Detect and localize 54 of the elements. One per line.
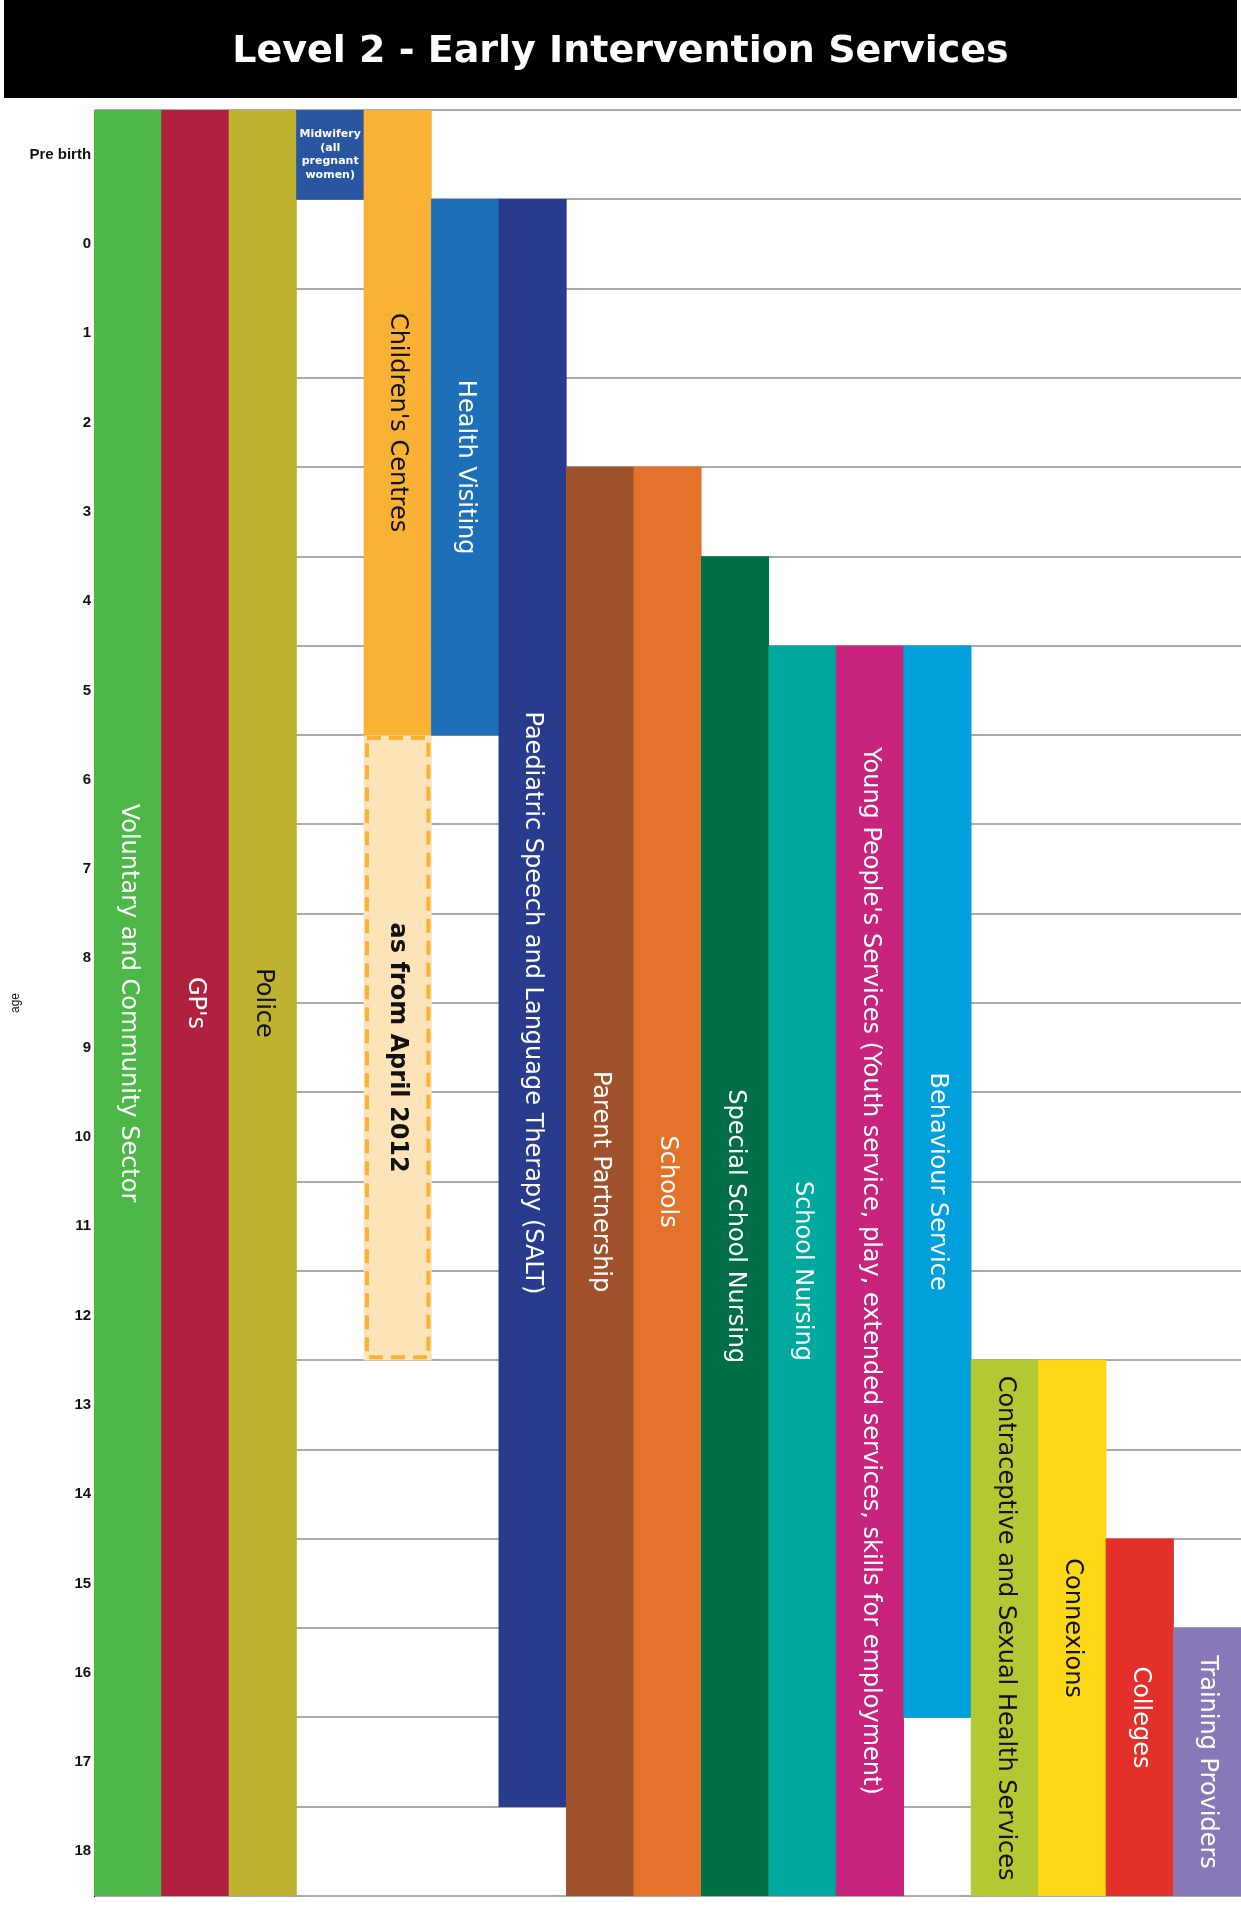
x-tick-label: Midwifery (all pregnant women) [299, 126, 361, 182]
chart-title: Level 2 - Early Intervention Services [4, 0, 1237, 98]
y-tick-label: 3 [82, 501, 92, 519]
bar [431, 198, 500, 736]
x-tick-label: Special School Nursing [722, 1089, 751, 1364]
x-tick-label: Contraceptive and Sexual Health Services [992, 1375, 1021, 1881]
y-tick-label: 6 [82, 769, 92, 787]
bar [700, 556, 770, 1896]
bar [1173, 1627, 1241, 1896]
x-tick-label: Parent Partnership [587, 1070, 616, 1293]
x-tick-label: Schools [655, 1135, 684, 1228]
y-tick-label: 10 [74, 1127, 92, 1145]
y-tick-label: 13 [74, 1394, 92, 1412]
y-tick-label: 2 [82, 412, 92, 430]
x-tick-label: Young People's Services (Youth service, play, extended services, skills for employment) [857, 746, 886, 1795]
y-tick-label: 18 [74, 1841, 92, 1859]
y-tick-label: 11 [75, 1216, 92, 1234]
y-tick-label: 5 [82, 680, 92, 698]
y-tick-label: 12 [74, 1305, 92, 1323]
x-tick-label: Colleges [1127, 1666, 1156, 1769]
x-tick-label: School Nursing [790, 1180, 819, 1361]
y-axis-title: age [7, 992, 22, 1014]
bar [498, 198, 567, 1808]
y-tick-label: 17 [74, 1752, 92, 1770]
x-tick-label: Paediatric Speech and Language Therapy (SALT) [520, 711, 549, 1295]
bar [903, 645, 972, 1718]
x-tick-label: Children's Centres [385, 312, 414, 533]
x-tick-label: Connexions [1060, 1558, 1089, 1698]
y-tick-label: 15 [74, 1573, 92, 1591]
y-tick-label: 0 [82, 234, 92, 252]
y-tick-label: 7 [82, 859, 92, 877]
bar [633, 466, 702, 1896]
bar [1105, 1538, 1174, 1896]
y-tick-label: 4 [82, 591, 92, 609]
bar [1038, 1359, 1107, 1896]
x-tick-label: Training Providers [1195, 1654, 1224, 1869]
x-tick-label: Voluntary and Community Sector [115, 803, 144, 1203]
y-tick-label: 8 [82, 948, 92, 966]
y-tick-label: 16 [74, 1662, 92, 1680]
x-tick-label: Police [250, 968, 279, 1038]
y-tick-label: Pre birth [29, 144, 92, 162]
bar [566, 466, 635, 1896]
x-tick-label: Health Visiting [452, 379, 481, 555]
y-tick-label: 1 [82, 323, 92, 341]
bar [94, 110, 162, 1896]
y-tick-label: 9 [82, 1037, 92, 1055]
x-tick-label: Behaviour Service [925, 1072, 954, 1291]
y-tick-label: 14 [74, 1484, 92, 1502]
x-tick-label: GP's [183, 976, 212, 1030]
bar [835, 645, 904, 1896]
bar [161, 110, 230, 1896]
series-label: as from April 2012 [385, 922, 414, 1173]
bar [768, 645, 837, 1896]
bar [228, 110, 297, 1896]
